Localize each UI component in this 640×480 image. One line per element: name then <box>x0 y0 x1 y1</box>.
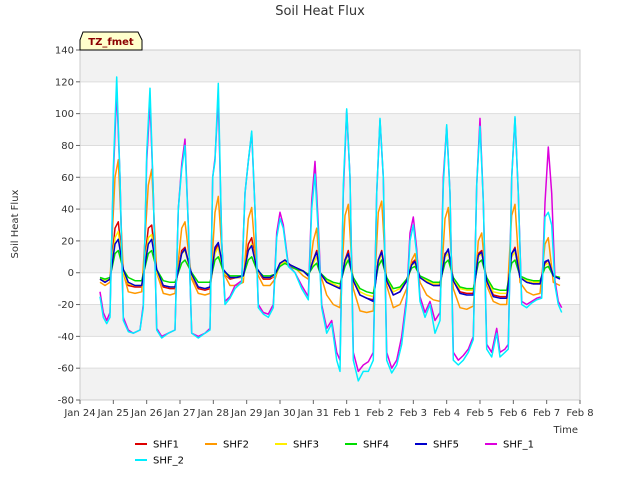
chart-title: Soil Heat Flux <box>275 4 365 19</box>
x-tick-label: Feb 4 <box>433 408 460 419</box>
y-tick-label: 100 <box>55 109 74 120</box>
x-tick-label: Jan 26 <box>130 408 162 419</box>
y-tick-label: 140 <box>55 46 74 57</box>
y-tick-label: -40 <box>58 332 74 343</box>
series-line-shf-2 <box>99 76 563 382</box>
plot-band <box>80 368 580 400</box>
y-tick-label: 60 <box>61 173 74 184</box>
legend-label: SHF3 <box>293 440 319 451</box>
plot-band <box>80 81 580 114</box>
station-badge: TZ_fmet <box>79 31 143 51</box>
legend-label: SHF_2 <box>153 456 184 467</box>
x-tick-label: Feb 6 <box>500 408 527 419</box>
y-tick-label: 40 <box>61 205 74 216</box>
legend-label: SHF1 <box>153 440 179 451</box>
plot-band <box>80 113 580 146</box>
legend-label: SHF2 <box>223 440 249 451</box>
plot-band <box>80 240 580 273</box>
series-line-shf5 <box>99 238 561 303</box>
x-tick-label: Feb 3 <box>400 408 427 419</box>
station-badge-label: TZ_fmet <box>88 37 134 48</box>
plot-band <box>80 177 580 210</box>
plot-band <box>80 304 580 337</box>
y-tick-label: 20 <box>61 236 74 247</box>
y-tick-label: 80 <box>61 141 74 152</box>
x-tick-label: Jan 27 <box>163 408 195 419</box>
station-badge-box <box>79 31 143 51</box>
x-tick-label: Jan 24 <box>63 408 95 419</box>
x-tick-label: Jan 30 <box>263 408 295 419</box>
legend-label: SHF_1 <box>503 440 534 451</box>
legend-label: SHF4 <box>363 440 389 451</box>
x-tick-label: Jan 31 <box>297 408 329 419</box>
legend: SHF1 SHF2 SHF3 SHF4 SHF5 SHF_1 SHF_2 <box>135 440 534 467</box>
y-axis-label: Soil Heat Flux <box>10 189 21 258</box>
plot-frame <box>79 49 581 401</box>
y-axis-ticks: -80 -60 -40 -20 0 20 40 60 80 100 120 140 <box>55 46 80 407</box>
x-tick-label: Feb 2 <box>366 408 393 419</box>
plot-band <box>80 336 580 369</box>
x-axis-label: Time <box>553 425 578 436</box>
x-tick-label: Feb 1 <box>333 408 360 419</box>
y-tick-label: 120 <box>55 77 74 88</box>
y-tick-label: 0 <box>68 268 74 279</box>
series-line-shf2 <box>99 159 561 314</box>
x-tick-label: Jan 28 <box>197 408 229 419</box>
series-lines <box>99 76 563 382</box>
series-line-shf4 <box>99 249 561 295</box>
y-tick-label: -20 <box>58 300 74 311</box>
x-tick-label: Feb 5 <box>466 408 493 419</box>
x-tick-label: Feb 8 <box>566 408 593 419</box>
x-tick-label: Jan 29 <box>230 408 262 419</box>
plot-background <box>80 50 580 400</box>
y-tick-label: -60 <box>58 364 74 375</box>
x-axis-ticks: Jan 24 Jan 25 Jan 26 Jan 27 Jan 28 Jan 29 Jan … <box>63 400 594 419</box>
x-tick-label: Feb 7 <box>533 408 560 419</box>
plot-band <box>80 50 580 82</box>
legend-label: SHF5 <box>433 440 459 451</box>
x-tick-label: Jan 25 <box>97 408 129 419</box>
plot-band <box>80 145 580 178</box>
plot-band <box>80 209 580 241</box>
y-tick-label: -80 <box>58 396 74 407</box>
